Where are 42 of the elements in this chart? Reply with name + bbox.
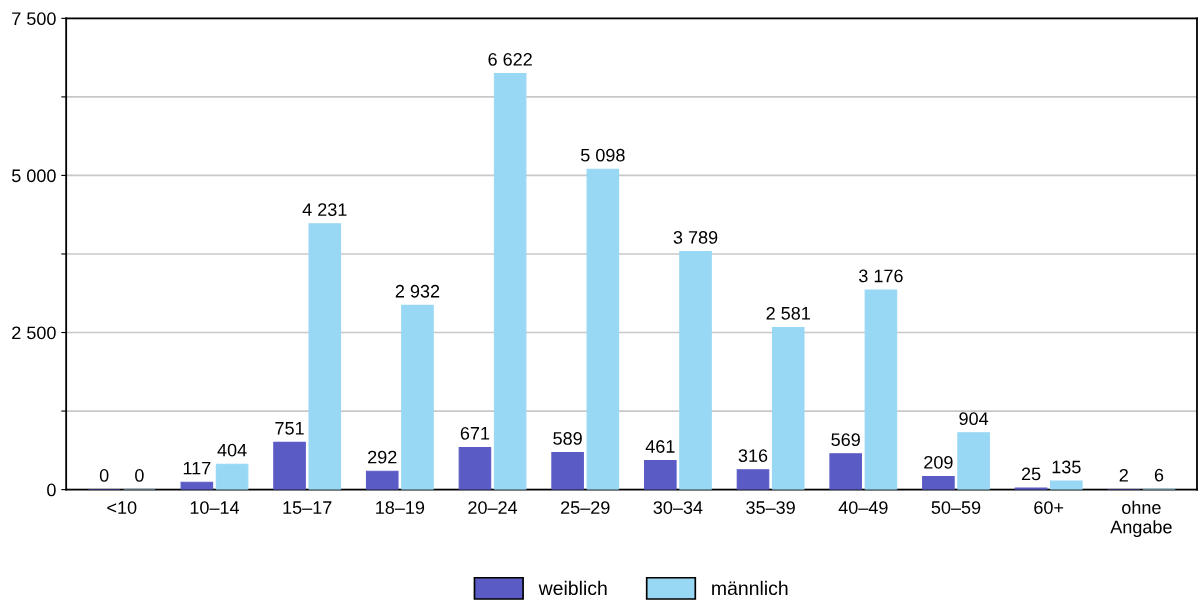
x-tick-label: <10 xyxy=(107,501,137,514)
x-tick-label: 60+ xyxy=(1034,501,1064,514)
y-tick-label: 2 500 xyxy=(12,326,56,340)
data-label: 404 xyxy=(217,443,247,457)
x-tick-label: 35–39 xyxy=(746,501,795,514)
y-tick-label: 5 000 xyxy=(11,169,56,183)
x-tick-label: 50–59 xyxy=(931,501,981,514)
y-tick-label: 0 xyxy=(47,483,56,497)
data-label: 135 xyxy=(1052,460,1081,474)
data-label: 0 xyxy=(99,469,109,482)
data-label: 2 932 xyxy=(395,284,440,298)
legend-label: männlich xyxy=(712,580,788,596)
data-label: 0 xyxy=(135,469,144,482)
x-tick-label: 25–29 xyxy=(561,501,610,514)
data-label: 316 xyxy=(738,449,768,463)
data-label: 4 231 xyxy=(302,203,347,217)
data-label: 671 xyxy=(460,426,490,440)
data-label: 2 xyxy=(1119,468,1128,482)
data-label: 3 176 xyxy=(859,269,903,283)
x-tick-label: ohne Angabe xyxy=(1110,500,1172,537)
data-label: 461 xyxy=(645,440,675,453)
data-label: 6 xyxy=(1154,468,1164,482)
data-label: 25 xyxy=(1021,467,1041,481)
data-label: 3 789 xyxy=(673,231,718,244)
y-tick-label: 7 500 xyxy=(12,12,56,26)
data-label: 904 xyxy=(959,412,989,426)
data-label: 5 098 xyxy=(580,148,625,162)
data-label: 6 622 xyxy=(488,53,532,66)
x-tick-label: 40–49 xyxy=(838,501,888,514)
legend-label: weiblich xyxy=(538,580,607,596)
x-tick-label: 30–34 xyxy=(653,501,703,514)
x-tick-label: 15–17 xyxy=(283,501,332,514)
x-tick-label: 18–19 xyxy=(376,501,425,514)
x-tick-label: 20–24 xyxy=(468,501,518,514)
data-label: 589 xyxy=(553,432,582,445)
data-label: 209 xyxy=(924,455,953,469)
data-label: 2 581 xyxy=(766,306,810,320)
x-tick-label: 10–14 xyxy=(190,501,240,514)
data-label: 292 xyxy=(368,450,397,464)
data-label: 751 xyxy=(275,422,304,435)
data-label: 117 xyxy=(183,461,211,475)
data-label: 569 xyxy=(831,433,860,447)
